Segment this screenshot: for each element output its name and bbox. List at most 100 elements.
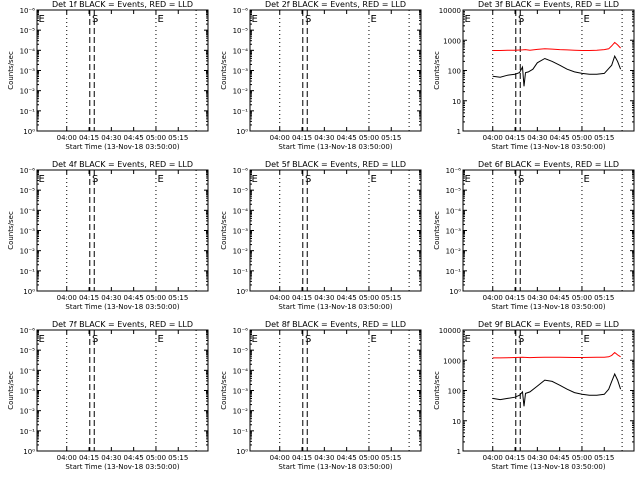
y-tick-label: 10⁻²: [446, 248, 462, 256]
detector-panel-9: Det 9f BLACK = Events, RED = LLD 1 10 100 10…: [433, 320, 635, 471]
y-tick-label: 10⁻³: [233, 68, 249, 76]
marker-label-e: E: [157, 14, 163, 25]
x-tick-label: 04:15: [292, 294, 312, 302]
detector-panel-4: Det 4f BLACK = Events, RED = LLD 10⁰ 10⁻¹ 1…: [7, 160, 209, 311]
y-tick-label: 10⁻⁵: [20, 27, 36, 35]
y-axis-label: Counts/sec: [220, 211, 228, 250]
y-tick-label: 10⁻³: [20, 68, 36, 76]
x-tick-label: 05:00: [146, 134, 166, 142]
x-tick-label: 04:15: [79, 294, 99, 302]
panel-title: Det 2f BLACK = Events, RED = LLD: [265, 0, 406, 9]
y-tick-label: 10⁻⁴: [233, 207, 249, 215]
marker-label-s: S: [305, 334, 311, 345]
x-tick-label: 05:15: [381, 294, 401, 302]
x-tick-label: 04:15: [292, 454, 312, 462]
y-tick-label: 10⁻⁶: [446, 167, 462, 175]
y-tick-label: 10⁰: [236, 288, 248, 296]
x-tick-label: 05:15: [168, 454, 188, 462]
y-axis-label: Counts/sec: [7, 211, 15, 250]
marker-label-e: E: [370, 174, 376, 185]
y-tick-label: 10000: [439, 7, 461, 15]
events-series-line: [492, 54, 622, 87]
x-tick-label: 04:15: [292, 134, 312, 142]
x-tick-label: 04:00: [483, 454, 503, 462]
y-tick-label: 10⁻⁴: [233, 47, 249, 55]
y-tick-label: 10⁻³: [20, 388, 36, 396]
y-axis-label: Counts/sec: [220, 371, 228, 410]
x-tick-label: 05:00: [359, 134, 379, 142]
y-tick-label: 10⁻¹: [20, 108, 36, 116]
panel-title: Det 8f BLACK = Events, RED = LLD: [265, 320, 406, 329]
y-tick-label: 1000: [443, 37, 461, 45]
y-tick-label: 1000: [443, 357, 461, 365]
marker-label-e: E: [583, 334, 589, 345]
y-tick-label: 10⁻¹: [233, 428, 249, 436]
y-tick-label: 100: [448, 68, 461, 76]
x-tick-label: 04:15: [505, 454, 525, 462]
x-axis-label: Start Time (13-Nov-18 03:50:00): [65, 463, 179, 471]
x-tick-label: 04:00: [270, 294, 290, 302]
x-tick-label: 05:00: [359, 454, 379, 462]
marker-label-s: S: [92, 14, 98, 25]
y-tick-label: 10⁻⁴: [446, 207, 462, 215]
plot-frame: [462, 169, 635, 292]
x-tick-label: 05:15: [594, 454, 614, 462]
x-tick-label: 04:30: [527, 294, 547, 302]
y-tick-label: 10⁻⁴: [233, 367, 249, 375]
y-tick-label: 10⁻⁵: [233, 187, 249, 195]
plot-frame: [249, 329, 422, 452]
marker-label-e: E: [38, 174, 44, 185]
detector-panel-7: Det 7f BLACK = Events, RED = LLD 10⁰ 10⁻¹ 1…: [7, 320, 209, 471]
y-tick-label: 10⁻⁴: [20, 47, 36, 55]
marker-label-s: S: [305, 14, 311, 25]
marker-label-e: E: [464, 14, 470, 25]
y-tick-label: 1: [457, 448, 461, 456]
y-tick-label: 10⁻²: [20, 88, 36, 96]
marker-label-e: E: [157, 174, 163, 185]
x-tick-label: 04:45: [124, 134, 144, 142]
x-tick-label: 04:00: [270, 134, 290, 142]
marker-label-e: E: [251, 174, 257, 185]
x-tick-label: 04:15: [505, 134, 525, 142]
plot-frame: [249, 9, 422, 132]
y-tick-label: 10⁻⁶: [20, 327, 36, 335]
plot-frame: [249, 169, 422, 292]
marker-label-e: E: [370, 14, 376, 25]
y-tick-label: 10⁻²: [233, 88, 249, 96]
x-tick-label: 04:30: [101, 294, 121, 302]
x-tick-label: 04:45: [337, 454, 357, 462]
y-tick-label: 10⁰: [23, 288, 35, 296]
y-axis-label: Counts/sec: [7, 51, 15, 90]
marker-label-e: E: [38, 14, 44, 25]
lld-series-line: [492, 351, 621, 359]
events-series-line: [492, 372, 622, 407]
marker-label-e: E: [583, 14, 589, 25]
x-tick-label: 04:30: [101, 454, 121, 462]
detector-panel-8: Det 8f BLACK = Events, RED = LLD 10⁰ 10⁻¹ 1…: [220, 320, 422, 471]
y-tick-label: 10⁻⁶: [20, 167, 36, 175]
x-tick-label: 04:00: [57, 134, 77, 142]
marker-label-e: E: [370, 334, 376, 345]
lld-series-line: [492, 41, 621, 51]
x-axis-label: Start Time (13-Nov-18 03:50:00): [491, 463, 605, 471]
y-tick-label: 10⁻¹: [20, 428, 36, 436]
x-tick-label: 05:15: [381, 454, 401, 462]
panel-title: Det 1f BLACK = Events, RED = LLD: [52, 0, 193, 9]
marker-label-s: S: [518, 14, 524, 25]
x-tick-label: 05:00: [572, 294, 592, 302]
y-tick-label: 10⁰: [449, 288, 461, 296]
plot-frame: [36, 329, 209, 452]
y-tick-label: 10⁰: [236, 128, 248, 136]
y-axis-label: Counts/sec: [433, 211, 441, 250]
x-tick-label: 04:45: [124, 454, 144, 462]
x-tick-label: 04:15: [79, 134, 99, 142]
x-tick-label: 04:00: [270, 454, 290, 462]
y-tick-label: 10: [452, 98, 461, 106]
y-tick-label: 10⁻²: [20, 408, 36, 416]
x-tick-label: 04:00: [57, 294, 77, 302]
y-tick-label: 10⁻⁶: [233, 7, 249, 15]
x-tick-label: 05:00: [359, 294, 379, 302]
marker-label-e: E: [251, 334, 257, 345]
y-axis-label: Counts/sec: [220, 51, 228, 90]
